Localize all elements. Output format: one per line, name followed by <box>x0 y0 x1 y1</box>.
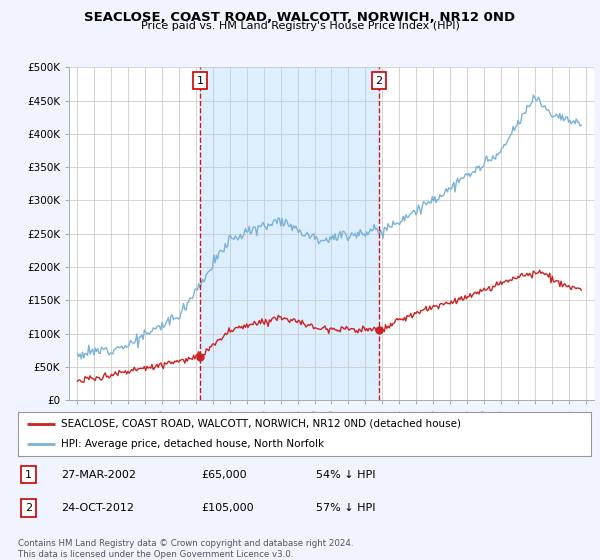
Text: £65,000: £65,000 <box>202 470 247 479</box>
Text: 24-OCT-2012: 24-OCT-2012 <box>61 503 134 513</box>
Text: HPI: Average price, detached house, North Norfolk: HPI: Average price, detached house, Nort… <box>61 439 324 449</box>
Text: 1: 1 <box>25 470 32 479</box>
Text: Contains HM Land Registry data © Crown copyright and database right 2024.
This d: Contains HM Land Registry data © Crown c… <box>18 539 353 559</box>
Text: SEACLOSE, COAST ROAD, WALCOTT, NORWICH, NR12 0ND (detached house): SEACLOSE, COAST ROAD, WALCOTT, NORWICH, … <box>61 419 461 429</box>
Text: £105,000: £105,000 <box>202 503 254 513</box>
Bar <box>200 67 379 400</box>
Text: 1: 1 <box>197 76 204 86</box>
Text: 57% ↓ HPI: 57% ↓ HPI <box>316 503 376 513</box>
Text: 2: 2 <box>25 503 32 513</box>
Text: 2: 2 <box>376 76 382 86</box>
Text: 27-MAR-2002: 27-MAR-2002 <box>61 470 136 479</box>
Text: 54% ↓ HPI: 54% ↓ HPI <box>316 470 376 479</box>
Text: SEACLOSE, COAST ROAD, WALCOTT, NORWICH, NR12 0ND: SEACLOSE, COAST ROAD, WALCOTT, NORWICH, … <box>85 11 515 24</box>
Text: Price paid vs. HM Land Registry's House Price Index (HPI): Price paid vs. HM Land Registry's House … <box>140 21 460 31</box>
